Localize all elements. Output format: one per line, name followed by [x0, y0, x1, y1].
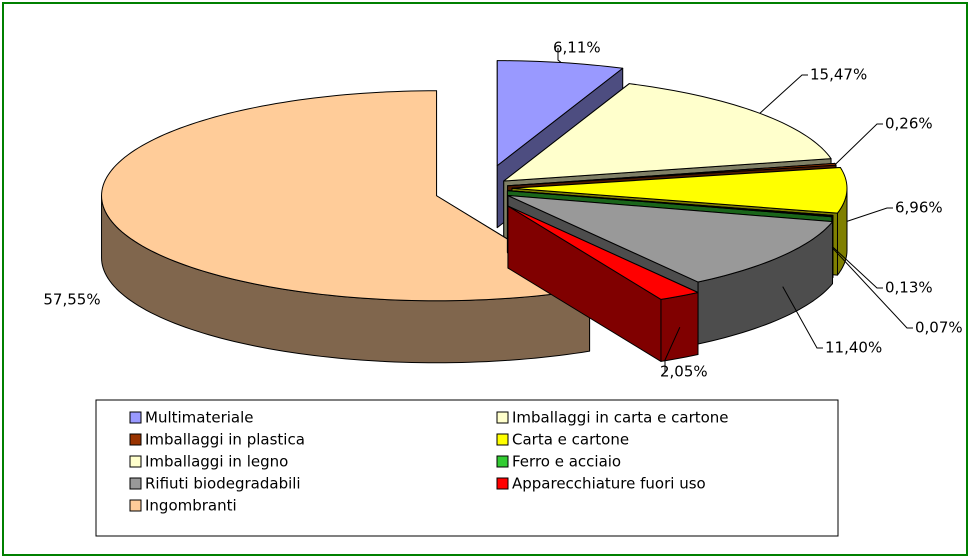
slice-top [511, 167, 848, 214]
legend-label: Imballaggi in plastica [145, 431, 305, 449]
legend-swatch [129, 411, 142, 424]
leader-line [835, 123, 883, 165]
data-label: 6,11% [553, 39, 601, 57]
data-label: 0,26% [885, 115, 933, 133]
legend-label: Ferro e acciaio [512, 453, 621, 471]
legend-swatch [496, 411, 509, 424]
slice-side [660, 291, 699, 362]
data-label: 0,13% [885, 279, 933, 297]
leader-line [782, 286, 823, 349]
leader-line [831, 247, 913, 329]
legend-label: Imballaggi in carta e cartone [512, 409, 729, 427]
legend-label: Ingombranti [145, 497, 237, 515]
legend-swatch [129, 455, 142, 468]
legend-label: Carta e cartone [512, 431, 629, 449]
slice-top [507, 205, 699, 300]
slice-top [503, 83, 832, 182]
slice-top [506, 190, 833, 218]
pie-slice [101, 90, 591, 364]
leader-line [759, 74, 808, 114]
slice-top [101, 90, 591, 302]
legend-box [95, 399, 839, 537]
data-label: 11,40% [825, 339, 882, 357]
legend-swatch [496, 433, 509, 446]
legend-label: Imballaggi in legno [145, 453, 288, 471]
data-label: 15,47% [810, 66, 867, 84]
legend-swatch [129, 433, 142, 446]
leader-line [846, 207, 893, 222]
leader-line [832, 246, 883, 289]
legend-label: Apparecchiature fuori uso [512, 475, 706, 493]
data-label: 2,05% [660, 363, 708, 381]
legend-swatch [496, 477, 509, 490]
pie-slice [507, 205, 699, 362]
slice-top [496, 60, 624, 167]
leader-line [557, 48, 562, 63]
legend-swatch [129, 499, 142, 512]
legend-label: Multimateriale [145, 409, 254, 427]
data-label: 6,96% [895, 199, 943, 217]
leader-line [664, 326, 681, 372]
slice-top [507, 195, 834, 283]
legend-label: Rifiuti biodegradabili [145, 475, 301, 493]
legend-swatch [129, 477, 142, 490]
data-label: 0,07% [915, 319, 963, 337]
legend-swatch [496, 455, 509, 468]
data-label: 57,55% [43, 291, 100, 309]
